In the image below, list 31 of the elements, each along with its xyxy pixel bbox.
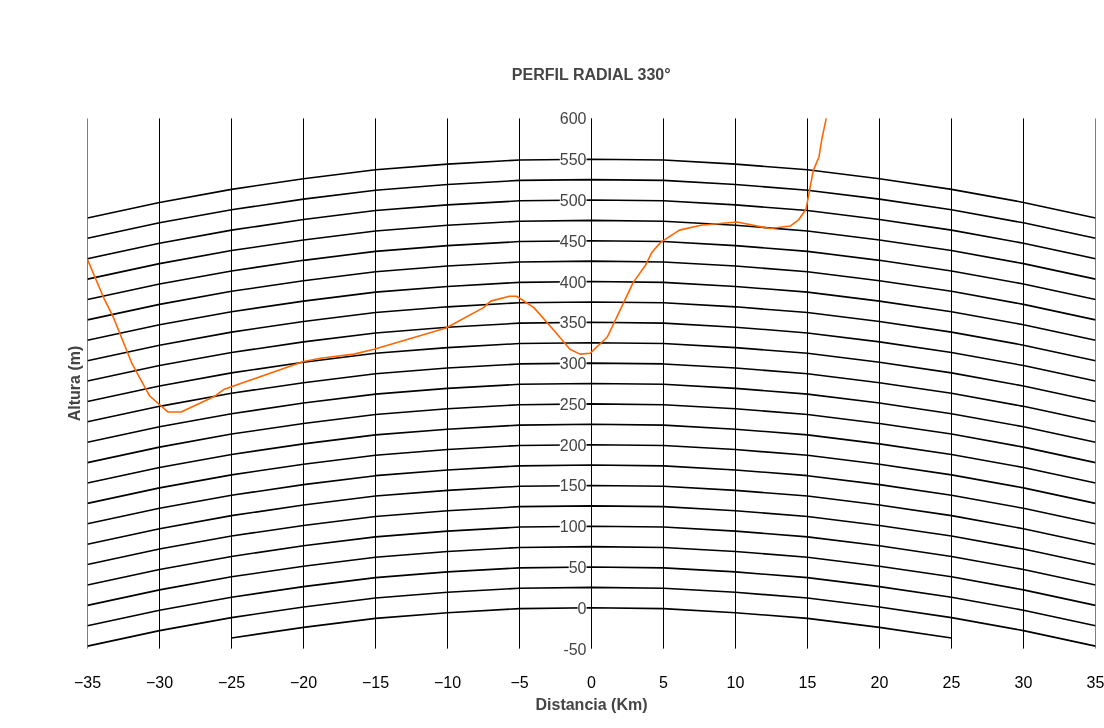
x-tick-label: −10	[433, 673, 462, 691]
x-tick-label: −5	[510, 673, 529, 691]
x-tick-label: −15	[361, 673, 390, 691]
x-tick-label: 25	[942, 673, 961, 691]
y-tick-label: -50	[563, 640, 587, 658]
y-tick-label: 100	[559, 518, 587, 536]
y-tick-label: 0	[577, 599, 587, 617]
y-tick-label: 400	[559, 273, 587, 291]
x-tick-label: −30	[145, 673, 174, 691]
x-tick-label: −25	[217, 673, 246, 691]
y-tick-label: 300	[559, 355, 587, 373]
y-tick-label: 450	[559, 232, 587, 250]
x-tick-label: 5	[659, 673, 669, 691]
y-tick-label: 150	[559, 477, 587, 495]
x-tick-label: 35	[1086, 673, 1104, 691]
y-tick-label: 50	[568, 559, 587, 577]
y-tick-label: 550	[559, 151, 587, 169]
x-tick-label: −20	[289, 673, 318, 691]
x-tick-label: 10	[726, 673, 745, 691]
x-tick-label: 20	[870, 673, 889, 691]
y-tick-label: 500	[559, 191, 587, 209]
y-tick-label: 250	[559, 395, 587, 413]
y-tick-label: 350	[559, 314, 587, 332]
x-tick-label: 30	[1014, 673, 1033, 691]
x-axis-title: Distancia (Km)	[535, 695, 648, 713]
chart-title: PERFIL RADIAL 330°	[511, 65, 671, 83]
x-tick-label: 15	[798, 673, 817, 691]
y-tick-label: 600	[559, 110, 587, 128]
x-tick-label: −35	[73, 673, 102, 691]
y-tick-label: 200	[559, 436, 587, 454]
y-axis-title: Altura (m)	[65, 345, 83, 422]
